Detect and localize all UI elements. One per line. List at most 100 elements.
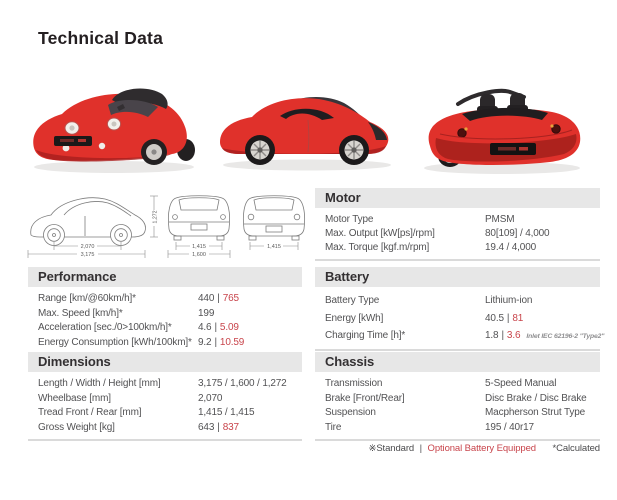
value-standard: 440 (198, 293, 215, 304)
value-separator: | (214, 336, 217, 348)
table-row: Acceleration [sec./0>100km/h]* 4.6 | 5.09 (38, 321, 302, 336)
row-label: Gross Weight [kg] (38, 421, 115, 433)
row-label: Max. Output [kW[ps]/rpm] (325, 228, 435, 239)
battery-table-header: Battery (315, 267, 600, 287)
value-optional: 3.6 (506, 330, 521, 341)
value-separator: | (217, 421, 220, 433)
table-row: Max. Torque [kgf.m/rpm] 19.4 / 4,000 (325, 241, 600, 255)
value-standard: Macpherson Strut Type (485, 407, 586, 418)
motor-table-header: Motor (315, 188, 600, 208)
value-standard: 9.2 (198, 336, 212, 348)
performance-table-title: Performance (38, 269, 117, 284)
dimension-label-wheelbase: 2,070 (81, 244, 95, 250)
table-row: Gross Weight [kg] 643 | 837 (38, 421, 302, 436)
row-value: 80[109] / 4,000 (485, 227, 550, 241)
page-title: Technical Data (38, 28, 164, 48)
row-value: 19.4 / 4,000 (485, 241, 536, 255)
table-row: Brake [Front/Rear] Disc Brake / Disc Bra… (325, 392, 600, 407)
value-standard: 4.6 (198, 322, 212, 333)
row-label: Battery Type (325, 295, 380, 306)
value-separator: | (214, 322, 217, 333)
value-standard: 19.4 / 4,000 (485, 242, 537, 253)
row-value: 5-Speed Manual (485, 377, 556, 392)
row-label: Length / Width / Height [mm] (38, 378, 161, 389)
row-label: Max. Speed [km/h]* (38, 307, 123, 319)
motor-table: Motor Motor Type PMSM Max. Output [kW[ps… (315, 188, 600, 261)
row-value: 643 | 837 (198, 421, 239, 436)
row-label: Tread Front / Rear [mm] (38, 407, 142, 418)
car-photo-side (220, 97, 391, 171)
footnote-optional: Optional Battery Equipped (427, 443, 537, 454)
row-label: Wheelbase [mm] (38, 392, 111, 404)
row-label: Suspension (325, 407, 376, 418)
row-value: Disc Brake / Disc Brake (485, 392, 587, 407)
value-standard: 80[109] / 4,000 (485, 228, 550, 239)
row-label: Energy [kWh] (325, 312, 384, 324)
chassis-table-header: Chassis (315, 352, 600, 372)
chassis-table: Chassis Transmission 5-Speed Manual Brak… (315, 352, 600, 441)
row-label: Energy Consumption [kWh/100km]* (38, 336, 192, 348)
row-label: Max. Torque [kgf.m/rpm] (325, 242, 430, 253)
value-optional: 5.09 (219, 322, 239, 333)
chassis-table-title: Chassis (325, 354, 375, 369)
value-optional: 81 (512, 312, 524, 324)
value-separator: | (506, 312, 510, 324)
dimensions-table: Dimensions Length / Width / Height [mm] … (28, 352, 302, 441)
row-value: 2,070 (198, 392, 222, 407)
row-value: 9.2 | 10.59 (198, 336, 244, 351)
table-row: Motor Type PMSM (325, 213, 600, 227)
table-row: Length / Width / Height [mm] 3,175 / 1,6… (38, 377, 302, 392)
value-standard: 5-Speed Manual (485, 378, 557, 389)
value-standard: 643 (198, 421, 215, 433)
value-optional: 837 (222, 421, 239, 433)
car-photo-rear-three-quarter (424, 88, 581, 174)
value-separator: | (217, 293, 220, 304)
row-label: Acceleration [sec./0>100km/h]* (38, 322, 172, 333)
row-value: 1,415 / 1,415 (198, 406, 255, 421)
battery-table-title: Battery (325, 269, 370, 284)
row-value: 40.5 | 81 (485, 310, 523, 328)
row-value: Macpherson Strut Type (485, 406, 585, 421)
row-value: 1.8 | 3.6 Inlet IEC 62196-2 "Type2" (485, 327, 605, 346)
value-separator: | (501, 330, 504, 341)
value-standard: 40.5 (485, 312, 504, 324)
dimension-label-tread-front: 1,415 (267, 244, 281, 250)
dimension-label-height: 1,272 (153, 210, 159, 223)
row-label: Tire (325, 421, 342, 433)
table-row: Range [km/@60km/h]* 440 | 765 (38, 292, 302, 307)
value-standard: Lithium-ion (485, 295, 533, 306)
charging-inlet-note: Inlet IEC 62196-2 "Type2" (526, 333, 605, 340)
footnote-separator: | (419, 443, 422, 454)
table-row: Tread Front / Rear [mm] 1,415 / 1,415 (38, 406, 302, 421)
row-value: 4.6 | 5.09 (198, 321, 239, 336)
value-standard: 199 (198, 307, 215, 319)
footnote: ※Standard | Optional Battery Equipped *C… (300, 443, 600, 454)
value-standard: Disc Brake / Disc Brake (485, 392, 587, 404)
value-standard: 2,070 (198, 392, 223, 404)
row-value: 195 / 40r17 (485, 421, 534, 436)
row-value: 199 (198, 307, 214, 322)
row-label: Brake [Front/Rear] (325, 392, 405, 404)
dimension-label-length: 3,175 (81, 252, 95, 258)
dimension-label-tread-rear: 1,415 (192, 244, 206, 250)
row-label: Charging Time [h]* (325, 330, 406, 341)
dimensions-table-title: Dimensions (38, 354, 111, 369)
car-photo-front-three-quarter (33, 88, 195, 173)
row-label: Range [km/@60km/h]* (38, 293, 136, 304)
row-value: 440 | 765 (198, 292, 239, 307)
footnote-calculated: *Calculated (552, 443, 601, 454)
value-standard: PMSM (485, 214, 515, 225)
table-row: Tire 195 / 40r17 (325, 421, 600, 436)
performance-table-header: Performance (28, 267, 302, 287)
table-row: Wheelbase [mm] 2,070 (38, 392, 302, 407)
dimension-label-width: 1,600 (192, 252, 206, 258)
table-row: Battery Type Lithium-ion (325, 292, 600, 310)
value-optional: 10.59 (219, 336, 245, 348)
table-row: Energy Consumption [kWh/100km]* 9.2 | 10.5… (38, 336, 302, 351)
footnote-standard: ※Standard (368, 443, 415, 454)
table-row: Suspension Macpherson Strut Type (325, 406, 600, 421)
table-row: Max. Output [kW[ps]/rpm] 80[109] / 4,000 (325, 227, 600, 241)
battery-table: Battery Battery Type Lithium-ion Energy … (315, 267, 605, 351)
value-standard: 195 / 40r17 (485, 421, 534, 433)
